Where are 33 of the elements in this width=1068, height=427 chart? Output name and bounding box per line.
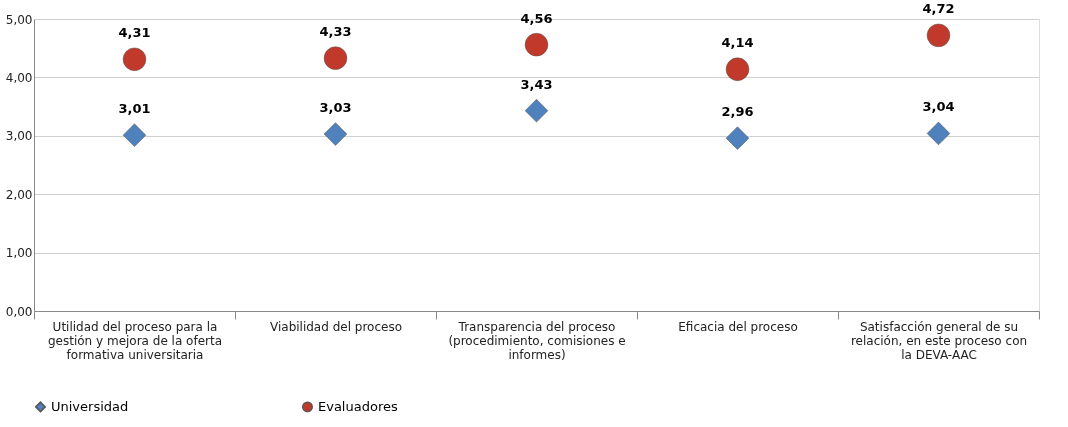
data-label: 4,56 [520,10,553,26]
point [323,122,348,146]
point [725,57,750,81]
data-label: 4,14 [721,35,754,51]
point [323,46,348,70]
data-label: 4,72 [922,1,955,17]
y-tick-label: 4,00 [5,70,33,85]
point [926,121,951,146]
x-tick-label: Satisfacción general de su relación, en este proceso con la DEVA-AAC [850,319,1028,362]
x-tick-label: Utilidad del proceso para la gestión y mejora de la oferta formativa universitaria [47,319,223,362]
y-tick-label: 2,00 [5,187,33,202]
x-tick-label: Transparencia del proceso (procedimiento, comisiones e informes) [448,319,626,362]
data-label: 2,96 [721,104,754,120]
point [926,23,951,47]
data-label: 3,01 [118,101,151,117]
x-tick-label: Eficacia del proceso [678,319,798,334]
y-tick-label: 1,00 [5,246,33,261]
point [524,99,549,123]
point [122,47,147,71]
data-label: 3,43 [520,76,553,92]
data-label: 3,03 [319,100,352,116]
y-tick-label: 0,00 [5,304,33,319]
x-tick-label: Viabilidad del proceso [269,319,403,334]
legend-label: Evaluadores [318,398,398,414]
point [122,123,147,147]
data-label: 3,04 [922,99,955,115]
data-label: 4,31 [118,25,151,41]
point [524,33,549,57]
point [725,126,750,150]
y-tick-label: 3,00 [5,129,33,144]
data-label: 4,33 [319,24,352,40]
y-tick-label: 5,00 [5,12,33,27]
legend-label: Universidad [51,398,129,414]
